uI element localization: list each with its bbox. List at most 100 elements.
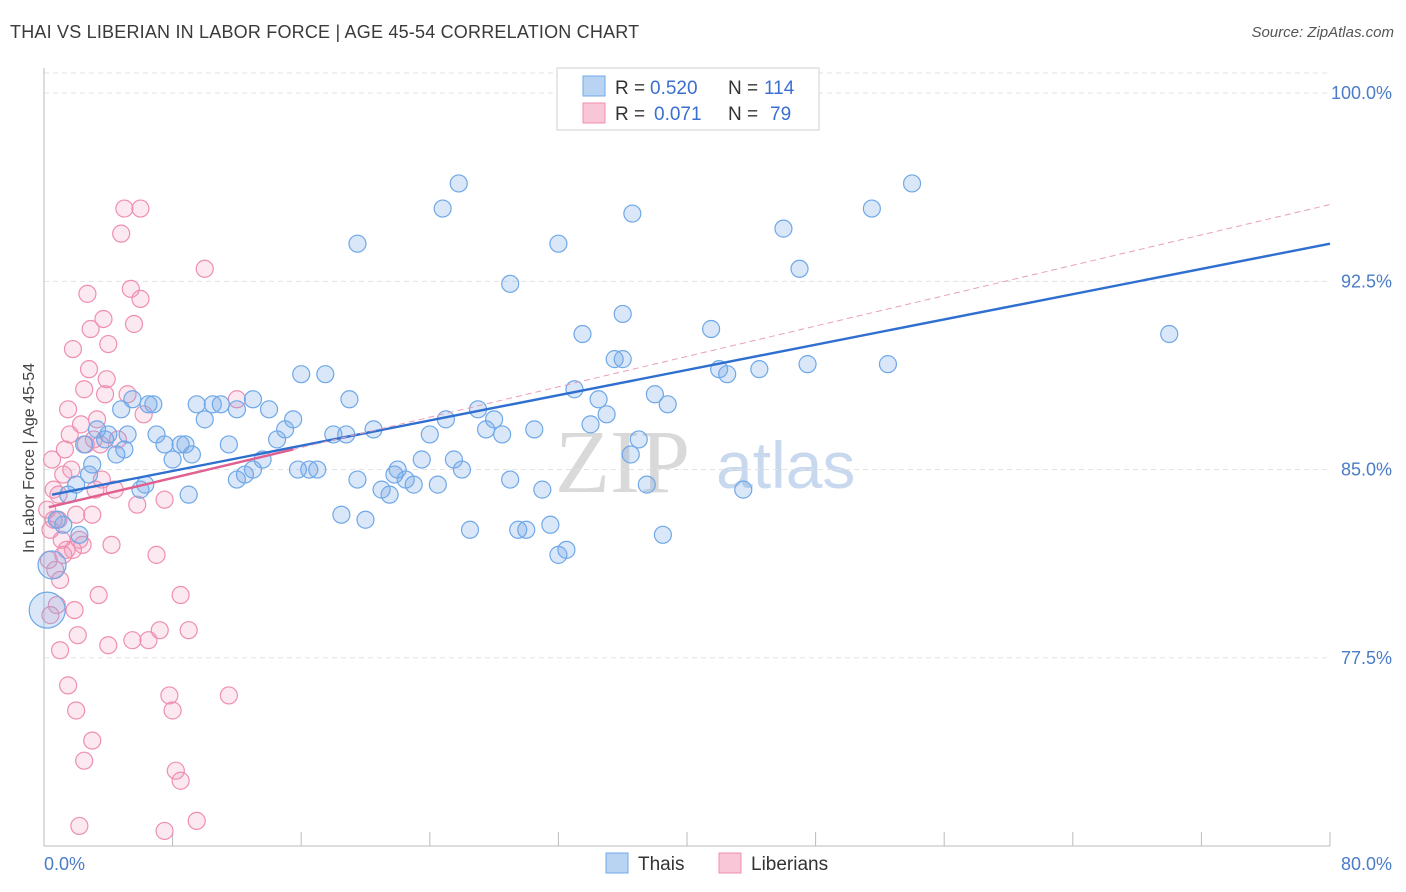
- thai-points: [28, 83, 1179, 629]
- bottom-legend-liberian-label: Liberians: [751, 854, 828, 875]
- data-point: [187, 811, 206, 831]
- legend-thai-r-label: R =: [615, 78, 645, 99]
- data-point: [774, 219, 793, 238]
- data-point: [284, 410, 303, 429]
- data-point: [95, 430, 115, 449]
- data-point: [155, 435, 174, 454]
- data-point: [292, 365, 311, 384]
- data-point: [195, 259, 214, 278]
- y-tick-label: 100.0%: [1331, 83, 1392, 103]
- data-point: [83, 455, 102, 474]
- data-point: [750, 360, 769, 379]
- data-point: [79, 360, 99, 379]
- data-point: [59, 400, 78, 419]
- data-point: [139, 395, 158, 414]
- data-point: [83, 505, 102, 524]
- data-point: [147, 545, 166, 564]
- data-point: [623, 204, 642, 223]
- data-point: [70, 525, 89, 544]
- data-point: [150, 621, 169, 640]
- data-point: [525, 420, 544, 439]
- data-point: [70, 530, 89, 549]
- data-point: [179, 621, 198, 640]
- data-point: [115, 199, 134, 218]
- bottom-legend-thai-swatch: [605, 852, 629, 874]
- data-point: [67, 505, 86, 524]
- data-point: [573, 324, 592, 344]
- data-point: [316, 365, 335, 384]
- watermark: ZIP atlas: [555, 413, 855, 512]
- data-point: [118, 385, 137, 404]
- data-point: [65, 600, 84, 620]
- data-point: [171, 771, 190, 790]
- data-point: [734, 480, 753, 499]
- data-point: [308, 460, 327, 479]
- data-point: [118, 425, 137, 444]
- data-point: [55, 440, 74, 459]
- data-point: [54, 545, 73, 564]
- data-point: [42, 450, 62, 469]
- x-tick-label-max: 80.0%: [1341, 854, 1392, 874]
- data-point: [187, 395, 206, 414]
- data-point: [637, 475, 656, 494]
- data-point: [718, 365, 737, 384]
- data-point: [356, 510, 375, 529]
- data-point: [517, 520, 536, 539]
- data-point: [99, 334, 118, 354]
- data-point: [182, 445, 201, 464]
- data-point: [404, 475, 423, 494]
- chart-title: THAI VS LIBERIAN IN LABOR FORCE | AGE 45…: [10, 22, 640, 42]
- data-point: [28, 591, 66, 629]
- data-point: [50, 570, 70, 590]
- data-point: [589, 390, 608, 409]
- data-point: [219, 435, 238, 454]
- data-point: [380, 485, 399, 504]
- data-point: [658, 395, 677, 414]
- data-point: [73, 535, 92, 554]
- data-point: [433, 199, 452, 218]
- data-point: [131, 289, 150, 308]
- data-point: [878, 355, 898, 374]
- data-point: [75, 380, 94, 399]
- data-point: [645, 385, 664, 404]
- data-point: [621, 445, 640, 464]
- data-point: [37, 550, 67, 580]
- data-point: [340, 390, 359, 409]
- data-point: [166, 761, 185, 780]
- data-point: [420, 425, 439, 444]
- data-point: [163, 450, 182, 469]
- y-tick-labels: 77.5% 85.0% 92.5% 100.0%: [1331, 83, 1392, 668]
- legend-thai-swatch: [582, 75, 606, 97]
- data-point: [211, 395, 230, 414]
- legend-liberian-swatch: [582, 102, 606, 124]
- bottom-legend-liberian-swatch: [718, 852, 742, 874]
- data-point: [460, 520, 480, 539]
- data-point: [902, 174, 922, 193]
- liberian-trend-line: [48, 448, 294, 509]
- data-point: [67, 701, 86, 720]
- data-point: [155, 821, 174, 841]
- data-point: [541, 515, 560, 534]
- data-point: [227, 400, 246, 419]
- data-point: [59, 676, 78, 695]
- data-point: [176, 435, 195, 454]
- data-point: [1160, 324, 1179, 344]
- legend-liberian-r-label: R =: [615, 104, 645, 125]
- data-point: [219, 686, 238, 705]
- data-point: [485, 410, 504, 429]
- data-point: [195, 410, 214, 429]
- data-point: [79, 465, 99, 484]
- watermark-zip: ZIP: [555, 413, 690, 512]
- data-point: [581, 415, 600, 434]
- data-point: [54, 515, 73, 534]
- data-point: [123, 390, 142, 409]
- data-point: [62, 460, 81, 479]
- data-point: [87, 410, 107, 429]
- data-point: [653, 525, 672, 544]
- data-point: [171, 585, 190, 605]
- trend-lines: [48, 204, 1331, 509]
- legend-thai-n-value: 114: [764, 78, 795, 99]
- data-point: [385, 465, 404, 484]
- data-point: [557, 540, 576, 559]
- data-point: [131, 199, 150, 218]
